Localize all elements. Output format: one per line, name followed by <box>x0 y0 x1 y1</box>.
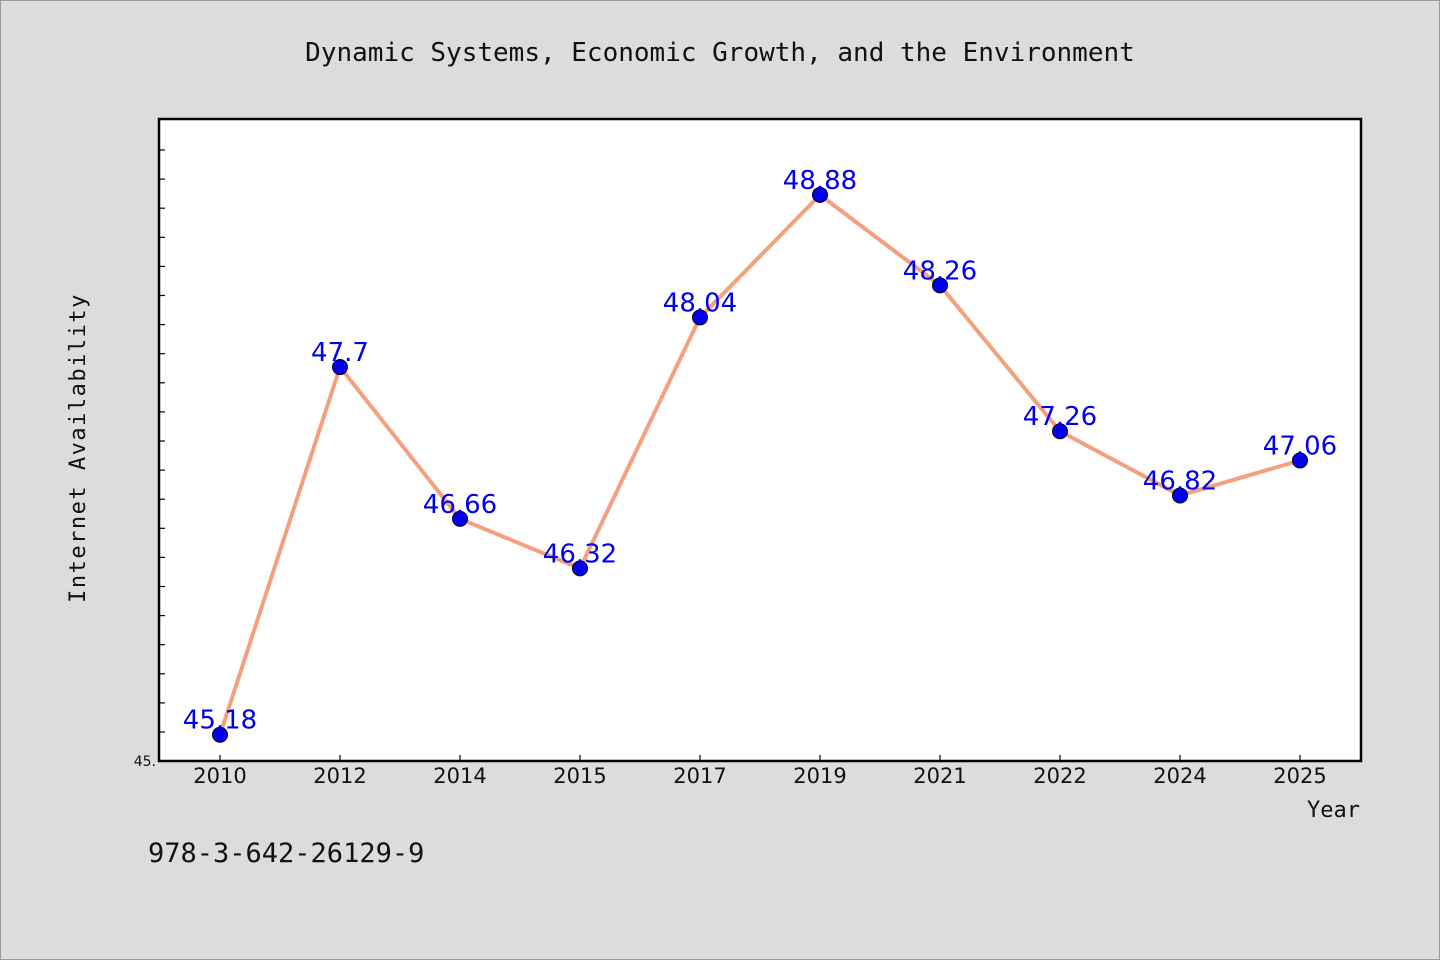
x-axis-ticks <box>219 755 1301 761</box>
y-axis-label: Internet Availability <box>66 293 91 603</box>
data-point <box>932 277 948 294</box>
data-point <box>812 186 828 203</box>
data-point <box>332 359 348 376</box>
x-tick-label: 2015 <box>553 764 606 788</box>
data-point <box>572 560 588 577</box>
x-tick-label: 2017 <box>673 764 726 788</box>
data-label: 46.66 <box>423 490 497 520</box>
data-label: 46.32 <box>543 539 617 569</box>
isbn-text: 978-3-642-26129-9 <box>148 838 424 869</box>
series-markers <box>212 186 1308 743</box>
data-label: 46.82 <box>1143 466 1217 496</box>
data-point <box>212 726 228 743</box>
x-tick-label: 2024 <box>1153 764 1206 788</box>
data-label: 47.26 <box>1023 402 1097 432</box>
chart-title: Dynamic Systems, Economic Growth, and th… <box>305 38 1135 68</box>
data-point <box>692 309 708 326</box>
x-tick-label: 2022 <box>1033 764 1086 788</box>
data-label: 48.04 <box>663 288 737 318</box>
data-point <box>1292 452 1308 469</box>
data-point <box>1052 423 1068 440</box>
data-labels: 45.18 47.7 46.66 46.32 48.04 48.88 48.26 47.26 4… <box>183 166 1337 736</box>
data-point <box>452 510 468 527</box>
data-label: 48.88 <box>783 166 857 196</box>
data-label: 47.06 <box>1263 431 1337 461</box>
x-tick-label: 2019 <box>793 764 846 788</box>
y-tick-label: 45. <box>134 754 156 770</box>
series-polyline <box>218 192 1302 737</box>
x-tick-label: 2025 <box>1273 764 1326 788</box>
x-axis-tick-labels: 2010 2012 2014 2015 2017 2019 2021 2022 2024 2025 <box>193 764 1326 788</box>
data-point <box>1172 487 1188 504</box>
data-label: 47.7 <box>311 338 369 368</box>
x-tick-label: 2010 <box>193 764 246 788</box>
x-tick-label: 2014 <box>433 764 486 788</box>
y-axis-tick-labels: 45. <box>134 754 156 770</box>
data-label: 48.26 <box>903 256 977 286</box>
y-axis-ticks <box>159 149 165 733</box>
x-axis-label: Year <box>1307 798 1360 823</box>
series-line <box>218 192 1302 737</box>
x-tick-label: 2021 <box>913 764 966 788</box>
x-tick-label: 2012 <box>313 764 366 788</box>
plot-area <box>157 117 1363 763</box>
data-label: 45.18 <box>183 706 257 736</box>
